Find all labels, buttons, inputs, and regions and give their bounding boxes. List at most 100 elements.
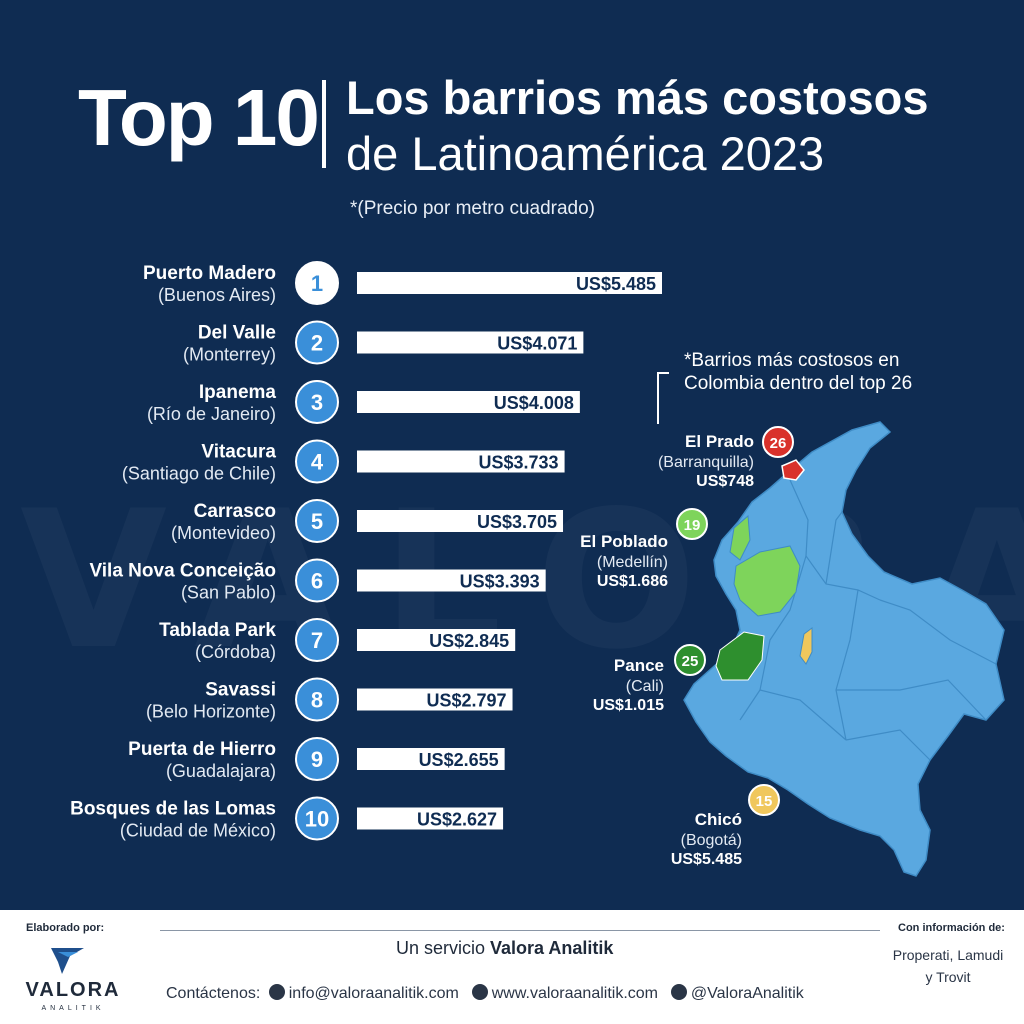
map-region-cali (715, 631, 765, 681)
neighborhood-name-9: Puerta de Hierro (128, 739, 276, 760)
neighborhood-name-7: Tablada Park (159, 620, 276, 641)
neighborhood-name-5: Carrasco (194, 501, 276, 522)
title-divider (322, 80, 326, 168)
service-brand: Valora Analitik (490, 938, 614, 958)
sources-line2: y Trovit (925, 969, 971, 986)
bar-label-7: US$2.845 (429, 631, 509, 651)
neighborhood-name-2: Del Valle (198, 323, 276, 344)
callout-city: (Bogotá) (680, 831, 742, 849)
bar-1 (357, 272, 662, 294)
logo-subtext: ANALITIK (41, 1005, 104, 1012)
callout-name: Chicó (694, 810, 742, 829)
rank-badge-2 (295, 320, 339, 365)
title-line1: Los barrios más costosos (346, 71, 929, 124)
map-region-medellin (733, 545, 801, 617)
rank-badge-7 (295, 618, 339, 662)
neighborhood-name-8: Savassi (205, 680, 276, 701)
email-link[interactable]: info@valoraanalitik.com (288, 985, 459, 1002)
sources: Properati, Lamudi y Trovit (880, 944, 1016, 989)
bar-label-3: US$4.008 (494, 393, 574, 413)
logo-mark (51, 948, 84, 974)
bar-6 (357, 569, 546, 592)
rank-number-1: 1 (311, 271, 323, 296)
neighborhood-city-3: (Río de Janeiro) (147, 404, 276, 424)
map-title-line1: *Barrios más costosos en (684, 350, 900, 371)
neighborhood-name-1: Puerto Madero (143, 263, 276, 284)
rank-number-2: 2 (311, 331, 323, 356)
neighborhood-city-4: (Santiago de Chile) (122, 464, 276, 484)
web-link[interactable]: www.valoraanalitik.com (491, 985, 658, 1002)
bar-8 (357, 688, 513, 711)
service-prefix: Un servicio (396, 938, 491, 958)
rank-badge-1 (295, 261, 339, 305)
map-region-bogota (799, 627, 813, 665)
rank-number-6: 6 (311, 569, 323, 594)
subtitle: *(Precio por metro cuadrado) (350, 198, 595, 219)
rank-number-3: 3 (311, 390, 323, 415)
callout-price: US$5.485 (670, 851, 742, 869)
footer: Elaborado por: VALORA ANALITIK Un servic… (0, 910, 1024, 1024)
bar-label-6: US$3.393 (460, 572, 540, 592)
title-line2: de Latinoamérica 2023 (346, 127, 825, 180)
service-line: Un servicio Valora Analitik (396, 938, 613, 959)
rank-badge-10 (295, 796, 339, 841)
bar-7 (357, 629, 516, 651)
rank-number-8: 8 (311, 688, 323, 713)
bar-10 (357, 807, 504, 830)
rank-badge-4 (295, 439, 339, 484)
bar-4 (357, 450, 565, 473)
colombia-shape (683, 421, 1005, 877)
footer-divider (160, 930, 880, 931)
bar-9 (357, 748, 505, 770)
rank-number-9: 9 (311, 747, 323, 772)
bar-label-4: US$3.733 (479, 453, 559, 473)
rank-number-7: 7 (311, 628, 323, 653)
callout-price: US$1.686 (596, 573, 668, 591)
email-icon (268, 984, 285, 1000)
bar-label-8: US$2.797 (426, 691, 506, 711)
neighborhood-city-2: (Monterrey) (183, 345, 276, 365)
valora-logo: VALORA ANALITIK (26, 948, 118, 1012)
rank-badge-5 (295, 499, 339, 543)
map-title: *Barrios más costosos en Colombia dentro… (684, 350, 912, 396)
callout-el-poblado: El Poblado (Medellín) US$1.686 (540, 532, 668, 592)
rank-badge-3 (295, 380, 339, 424)
colombia-map (683, 421, 1005, 877)
bar-2 (357, 331, 584, 354)
bar-5 (357, 510, 564, 532)
neighborhood-name-4: Vitacura (201, 442, 276, 463)
made-by-label: Elaborado por: (26, 922, 105, 934)
logo-mark-accent (58, 952, 78, 957)
bar-label-2: US$4.071 (497, 334, 577, 354)
callout-pance: Pance (Cali) US$1.015 (560, 656, 664, 716)
neighborhood-city-1: (Buenos Aires) (158, 285, 276, 305)
bar-label-5: US$3.705 (477, 512, 557, 532)
twitter-link[interactable]: @ValoraAnalitik (690, 985, 804, 1002)
neighborhood-city-8: (Belo Horizonte) (146, 702, 276, 722)
neighborhood-city-10: (Ciudad de México) (120, 821, 276, 841)
rank-badge-el-prado: 26 (762, 426, 794, 458)
neighborhood-city-6: (San Pablo) (181, 583, 276, 603)
bar-label-9: US$2.655 (419, 750, 499, 770)
map-region-barranquilla (781, 459, 805, 481)
sources-line1: Properati, Lamudi (892, 947, 1004, 963)
contact-label: Contáctenos: (166, 985, 261, 1002)
callout-city: (Cali) (625, 677, 664, 695)
callout-city: (Medellín) (596, 553, 668, 571)
rank-number-10: 10 (305, 807, 329, 832)
neighborhood-name-6: Vila Nova Conceição (89, 561, 276, 582)
neighborhood-city-5: (Montevideo) (171, 523, 276, 543)
rank-badge-9 (295, 737, 339, 781)
callout-price: US$1.015 (592, 697, 664, 715)
bar-label-1: US$5.485 (576, 274, 656, 294)
contact-line: Contáctenos: info@valoraanalitik.com www… (166, 984, 804, 1003)
title-top10: Top 10 (78, 73, 320, 162)
neighborhood-name-3: Ipanema (199, 382, 277, 403)
callout-chico: Chicó (Bogotá) US$5.485 (620, 810, 742, 870)
rank-badge-el-poblado: 19 (676, 508, 708, 540)
rank-badge-pance: 25 (674, 644, 706, 676)
callout-name: El Poblado (580, 532, 668, 551)
callout-city: (Barranquilla) (657, 453, 754, 471)
neighborhood-city-9: (Guadalajara) (166, 761, 276, 781)
